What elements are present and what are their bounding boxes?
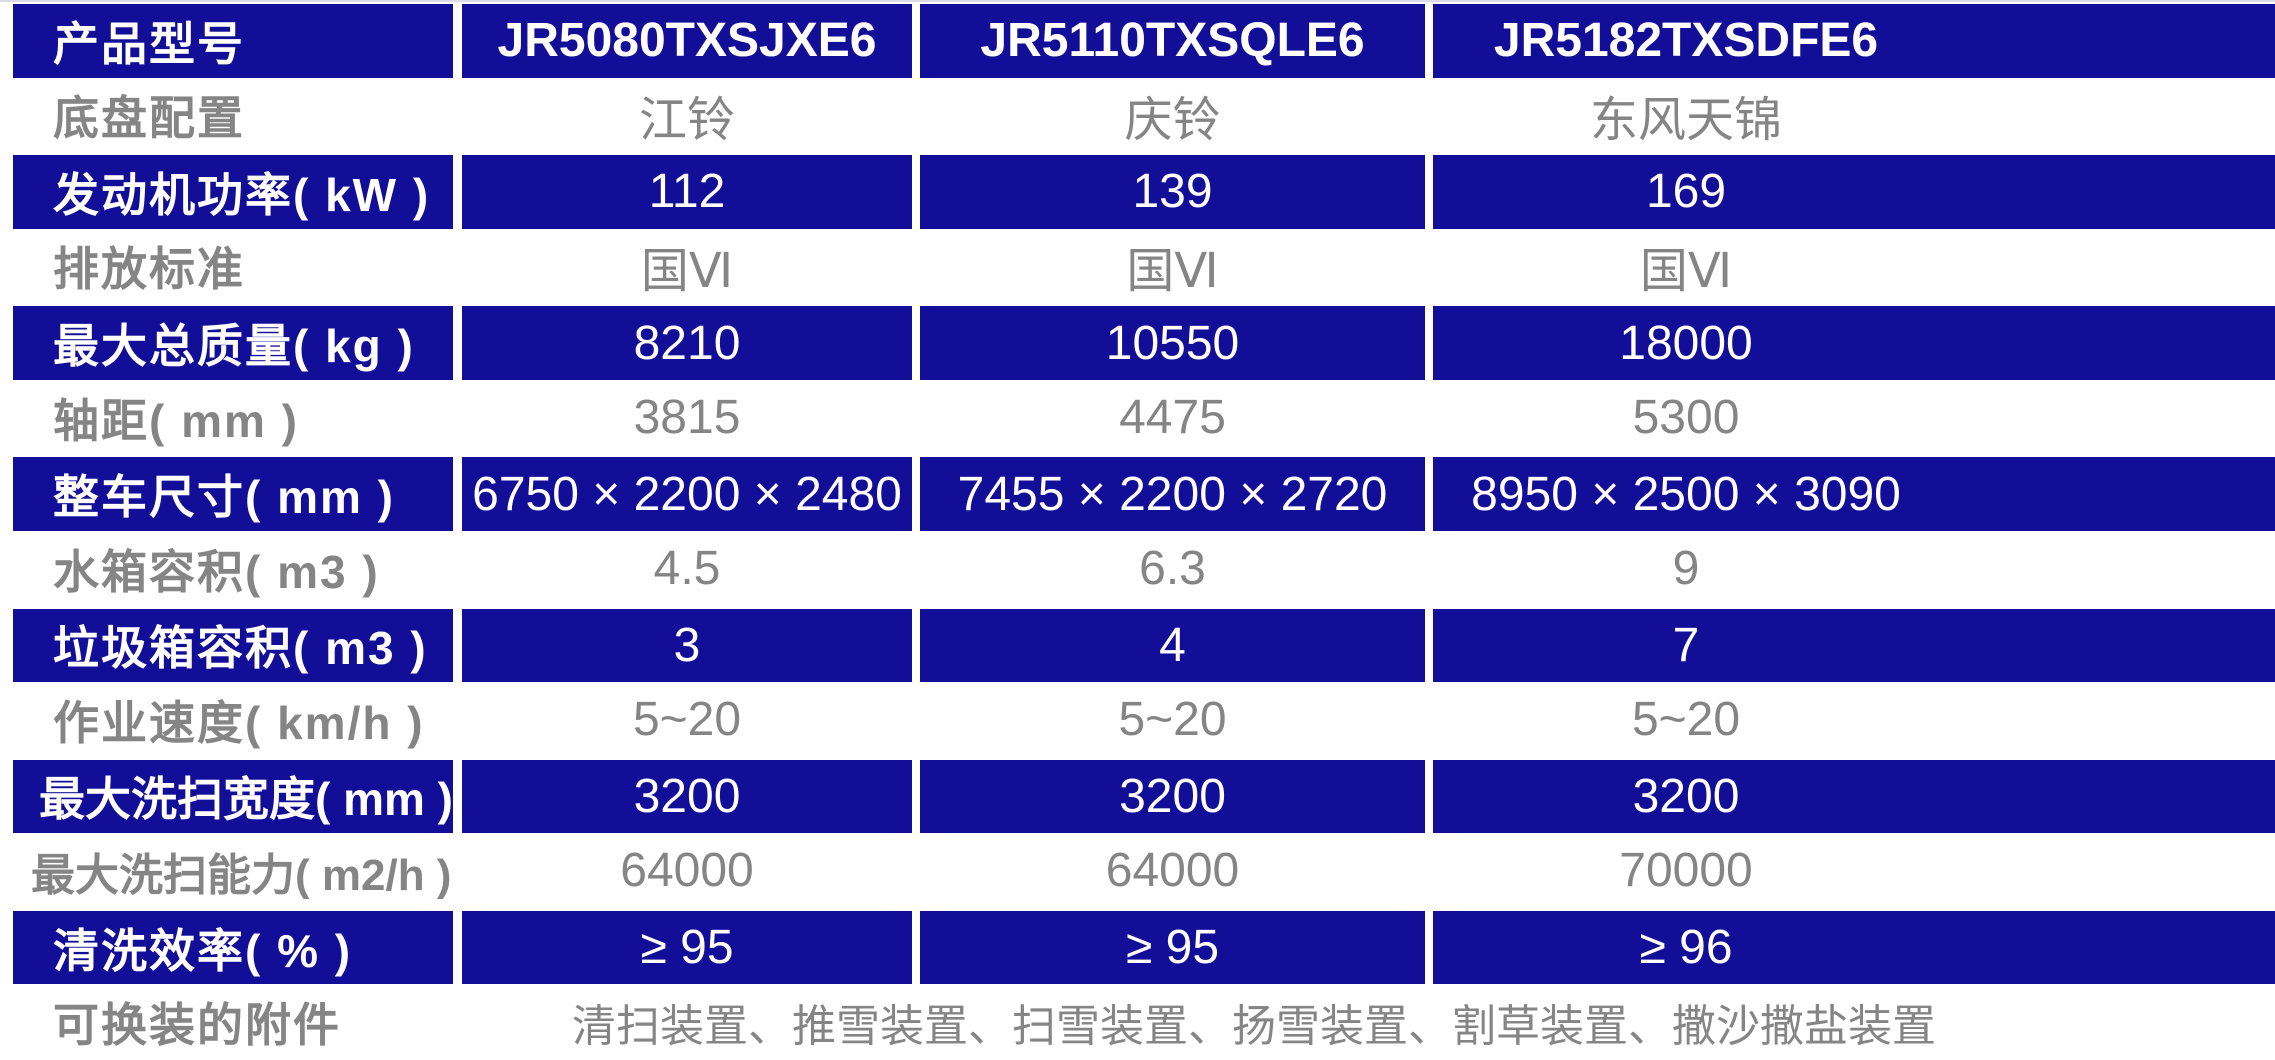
- table-row-max-washing-capacity: 最大洗扫能力( m2/h ) 64000 64000 70000: [0, 833, 2275, 909]
- row-label: 最大总质量( kg ): [13, 306, 453, 380]
- spec-value: 3200: [1433, 759, 2275, 834]
- table-row-garbage-bin-volume: 垃圾箱容积( m3 ) 3 4 7: [0, 607, 2275, 683]
- row-label-text: 最大总质量( kg ): [53, 320, 415, 373]
- row-label: 最大洗扫宽度( mm ): [13, 759, 453, 834]
- row-label: 排放标准: [13, 229, 453, 305]
- row-label-text: 产品型号: [53, 17, 245, 70]
- spec-value: 6750 × 2200 × 2480: [462, 457, 912, 531]
- row-label: 产品型号: [13, 4, 453, 78]
- spec-value: 64000: [1105, 844, 1240, 898]
- spec-value: 东风天锦: [1589, 94, 1782, 148]
- table-row-emission-standard: 排放标准 国Ⅵ 国Ⅵ 国Ⅵ: [0, 229, 2275, 305]
- spec-value: 4.5: [653, 542, 721, 596]
- table-row-engine-power: 发动机功率( kW ) 112 139 169: [0, 153, 2275, 229]
- spec-value: 7: [1433, 608, 2275, 683]
- spec-value: 5300: [1632, 391, 1740, 445]
- row-label-text: 最大洗扫宽度( mm ): [39, 773, 453, 826]
- row-label: 整车尺寸( mm ): [13, 457, 453, 531]
- spec-value: ≥ 96: [1433, 910, 2275, 985]
- row-label: 发动机功率( kW ): [13, 155, 453, 229]
- spec-value: 7455 × 2200 × 2720: [920, 457, 1425, 531]
- spec-value: 国Ⅵ: [1126, 245, 1219, 299]
- table-row-max-washing-width: 最大洗扫宽度( mm ) 3200 3200 3200: [0, 758, 2275, 834]
- table-row-cleaning-efficiency: 清洗效率( % ) ≥ 95 ≥ 95 ≥ 96: [0, 909, 2275, 985]
- spec-value: 3815: [633, 391, 741, 445]
- spec-value: 8950 × 2500 × 3090: [1433, 457, 2275, 531]
- row-label: 清洗效率( % ): [13, 910, 453, 985]
- spec-value: 6.3: [1139, 542, 1206, 596]
- spec-value: ≥ 95: [920, 910, 1425, 985]
- spec-value: 18000: [1433, 306, 2275, 380]
- spec-value: 庆铃: [1124, 94, 1221, 148]
- row-label: 水箱容积( m3 ): [13, 531, 453, 607]
- row-label: 垃圾箱容积( m3 ): [13, 608, 453, 683]
- merged-attachments-value: 清扫装置、推雪装置、扫雪装置、扬雪装置、割草装置、撒沙撒盐装置: [572, 1002, 1936, 1052]
- spec-value: 3: [462, 608, 912, 683]
- spec-value: 国Ⅵ: [1639, 245, 1733, 299]
- spec-value: 4: [920, 608, 1425, 683]
- spec-value-model-1: JR5080TXSJXE6: [462, 4, 912, 78]
- spec-value: 70000: [1619, 844, 1753, 898]
- spec-value: 江铃: [638, 94, 735, 148]
- spec-value: ≥ 95: [462, 910, 912, 985]
- row-label-text: 水箱容积( m3 ): [53, 545, 380, 598]
- spec-value-model-3: JR5182TXSDFE6: [1433, 4, 2275, 78]
- spec-value-model-2: JR5110TXSQLE6: [920, 4, 1425, 78]
- row-label-text: 可换装的附件: [53, 999, 341, 1052]
- table-row-working-speed: 作业速度( km/h ) 5~20 5~20 5~20: [0, 682, 2275, 758]
- table-row-product-model: 产品型号 JR5080TXSJXE6 JR5110TXSQLE6 JR5182T…: [0, 2, 2275, 78]
- spec-value: 9: [1672, 542, 1700, 596]
- table-row-water-tank-volume: 水箱容积( m3 ) 4.5 6.3 9: [0, 531, 2275, 607]
- row-label: 可换装的附件: [13, 984, 453, 1060]
- table-row-max-gross-mass: 最大总质量( kg ) 8210 10550 18000: [0, 304, 2275, 380]
- spec-value: 国Ⅵ: [640, 245, 734, 299]
- table-row-overall-dimensions: 整车尺寸( mm ) 6750 × 2200 × 2480 7455 × 220…: [0, 455, 2275, 531]
- row-label-text: 整车尺寸( mm ): [53, 471, 395, 524]
- spec-value: 10550: [920, 306, 1425, 380]
- row-label: 轴距( mm ): [13, 380, 453, 456]
- row-label-text: 排放标准: [53, 243, 245, 296]
- spec-value: 5~20: [1631, 693, 1741, 747]
- spec-value: 3200: [920, 759, 1425, 834]
- spec-value: 8210: [462, 306, 912, 380]
- row-label: 底盘配置: [13, 78, 453, 154]
- row-label-text: 发动机功率( kW ): [53, 168, 431, 221]
- row-label: 作业速度( km/h ): [13, 682, 453, 758]
- row-label-text: 垃圾箱容积( m3 ): [53, 622, 428, 675]
- row-label-text: 轴距( mm ): [53, 394, 299, 447]
- spec-value: 5~20: [632, 693, 742, 747]
- spec-value: 4475: [1119, 391, 1226, 445]
- spec-value: 139: [920, 155, 1425, 229]
- row-label-text: 最大洗扫能力( m2/h ): [31, 850, 452, 900]
- spec-value: 5~20: [1118, 693, 1227, 747]
- row-label-text: 清洗效率( % ): [53, 924, 353, 977]
- spec-value: 64000: [620, 844, 754, 898]
- spec-value: 169: [1433, 155, 2275, 229]
- table-row-wheelbase: 轴距( mm ) 3815 4475 5300: [0, 380, 2275, 456]
- row-label: 最大洗扫能力( m2/h ): [13, 833, 453, 909]
- row-label-text: 底盘配置: [53, 92, 245, 145]
- spec-value: 3200: [462, 759, 912, 834]
- spec-value: 112: [462, 155, 912, 229]
- table-row-chassis: 底盘配置 江铃 庆铃 东风天锦: [0, 78, 2275, 154]
- table-row-interchangeable-attachments: 可换装的附件 清扫装置、推雪装置、扫雪装置、扬雪装置、割草装置、撒沙撒盐装置: [0, 984, 2275, 1060]
- row-label-text: 作业速度( km/h ): [53, 696, 425, 749]
